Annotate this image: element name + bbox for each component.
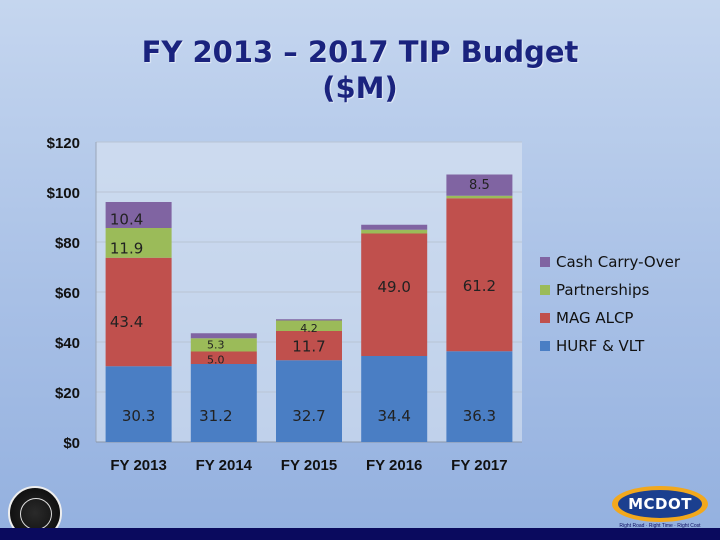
data-label: 5.3 bbox=[207, 339, 225, 352]
data-label: 49.0 bbox=[377, 278, 410, 296]
x-tick-label: FY 2014 bbox=[196, 457, 253, 474]
data-label: 31.2 bbox=[199, 407, 232, 425]
title-line-2: ($M) bbox=[322, 71, 398, 105]
y-tick-label: $20 bbox=[55, 385, 80, 402]
data-label: 30.3 bbox=[122, 407, 155, 425]
bar-mag-alcp-1 bbox=[105, 257, 172, 367]
x-tick-label: FY 2013 bbox=[110, 457, 166, 474]
footer-bar bbox=[0, 528, 720, 540]
bar-hurf-vlt-2 bbox=[190, 364, 257, 442]
x-tick-label: FY 2015 bbox=[281, 457, 337, 474]
data-label: 43.4 bbox=[110, 313, 143, 331]
y-tick-label: $40 bbox=[55, 335, 80, 352]
legend-label: MAG ALCP bbox=[556, 309, 633, 327]
data-label: 32.7 bbox=[292, 407, 325, 425]
bar-cash-carry-over-1 bbox=[105, 202, 172, 228]
data-label: 5.0 bbox=[207, 354, 225, 367]
legend-label: HURF & VLT bbox=[556, 337, 645, 355]
bar-mag-alcp-2 bbox=[190, 351, 257, 364]
bar-cash-carry-over-3 bbox=[276, 319, 342, 321]
y-tick-label: $60 bbox=[55, 285, 80, 302]
data-label: 4.2 bbox=[300, 322, 318, 335]
logo-tagline: Right Road · Right Time · Right Cost bbox=[619, 523, 701, 529]
bar-hurf-vlt-1 bbox=[105, 366, 172, 442]
y-tick-label: $100 bbox=[47, 185, 80, 202]
bar-partnerships-5 bbox=[446, 195, 513, 199]
title-line-1: FY 2013 – 2017 TIP Budget bbox=[141, 35, 579, 69]
data-label: 8.5 bbox=[469, 178, 490, 193]
legend-label: Partnerships bbox=[556, 281, 650, 299]
y-tick-label: $0 bbox=[63, 435, 80, 452]
bar-cash-carry-over-4 bbox=[361, 224, 428, 230]
data-label: 11.7 bbox=[292, 337, 325, 355]
bar-mag-alcp-5 bbox=[446, 198, 513, 352]
bar-hurf-vlt-3 bbox=[276, 360, 342, 442]
x-tick-label: FY 2016 bbox=[366, 457, 422, 474]
legend-swatch bbox=[540, 257, 550, 267]
data-label: 36.3 bbox=[463, 407, 496, 425]
bar-cash-carry-over-5 bbox=[446, 174, 513, 196]
page-title: FY 2013 – 2017 TIP Budget ($M) bbox=[0, 34, 720, 106]
legend-swatch bbox=[540, 341, 550, 351]
bar-mag-alcp-4 bbox=[361, 233, 428, 356]
legend-swatch bbox=[540, 285, 550, 295]
bar-partnerships-2 bbox=[190, 338, 257, 352]
bar-partnerships-3 bbox=[276, 320, 342, 331]
y-tick-label: $120 bbox=[47, 135, 80, 152]
data-label: 10.4 bbox=[110, 211, 143, 229]
legend-label: Cash Carry-Over bbox=[556, 253, 681, 271]
mcdot-logo: MCDOT Right Road · Right Time · Right Co… bbox=[612, 486, 708, 529]
y-tick-label: $80 bbox=[55, 235, 80, 252]
data-label: 34.4 bbox=[377, 407, 410, 425]
bar-partnerships-4 bbox=[361, 229, 428, 234]
data-label: 61.2 bbox=[463, 277, 496, 295]
bar-hurf-vlt-4 bbox=[361, 356, 428, 442]
bar-mag-alcp-3 bbox=[276, 331, 342, 361]
logo-text: MCDOT bbox=[628, 495, 692, 513]
bar-partnerships-1 bbox=[105, 228, 172, 258]
bar-hurf-vlt-5 bbox=[446, 351, 513, 442]
data-label: 11.9 bbox=[110, 239, 143, 257]
x-tick-label: FY 2017 bbox=[451, 457, 507, 474]
legend-swatch bbox=[540, 313, 550, 323]
bar-cash-carry-over-2 bbox=[190, 333, 257, 339]
